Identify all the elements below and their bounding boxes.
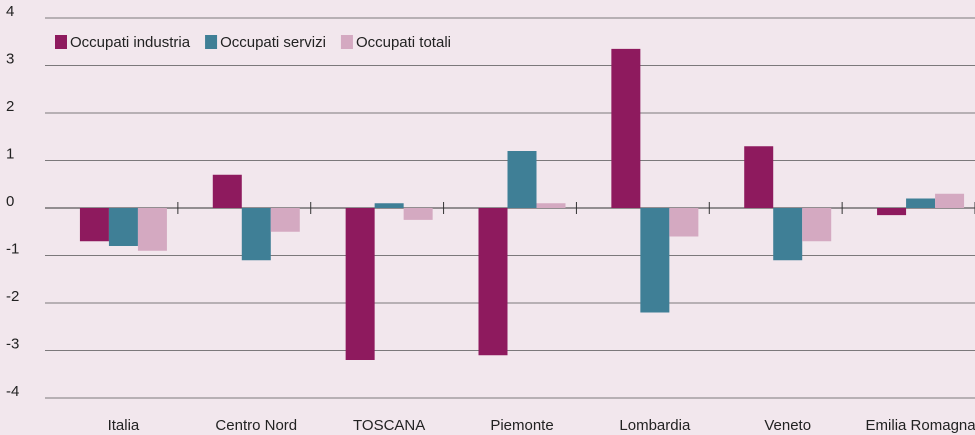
bar [79, 208, 109, 242]
y-tick-label: 0 [6, 193, 14, 210]
bar [478, 208, 508, 356]
bar [773, 208, 803, 261]
legend-label: Occupati servizi [220, 34, 326, 51]
bar [241, 208, 271, 261]
legend-label: Occupati totali [356, 34, 451, 51]
bar [802, 208, 832, 242]
bar [108, 208, 138, 246]
y-tick-label: -4 [6, 383, 19, 400]
x-tick-label: Centro Nord [215, 417, 297, 434]
bar [744, 146, 774, 208]
y-tick-label: 1 [6, 145, 14, 162]
bar [137, 208, 167, 251]
bar [611, 48, 641, 208]
legend-swatch [205, 35, 218, 49]
bar [403, 208, 433, 220]
bar [507, 151, 537, 208]
legend-swatch [340, 35, 353, 49]
x-tick-label: TOSCANA [353, 417, 425, 434]
bar [669, 208, 699, 237]
y-tick-label: 4 [6, 3, 14, 20]
x-tick-label: Piemonte [490, 417, 553, 434]
x-tick-label: Emilia Romagna [866, 417, 975, 434]
y-tick-label: 2 [6, 98, 14, 115]
bar [345, 208, 375, 360]
bar [270, 208, 300, 232]
bar [877, 208, 907, 216]
y-tick-label: -2 [6, 288, 19, 305]
legend-label: Occupati industria [70, 34, 191, 51]
x-tick-label: Lombardia [619, 417, 691, 434]
bar [906, 198, 936, 208]
bar [935, 193, 965, 208]
bar [536, 203, 566, 208]
bar [212, 174, 242, 208]
y-tick-label: 3 [6, 50, 14, 67]
y-tick-label: -3 [6, 335, 19, 352]
x-tick-label: Veneto [764, 417, 811, 434]
y-tick-label: -1 [6, 240, 19, 257]
legend-swatch [55, 35, 67, 49]
bar [640, 208, 670, 313]
x-tick-label: Italia [108, 417, 140, 434]
bar [374, 203, 404, 208]
